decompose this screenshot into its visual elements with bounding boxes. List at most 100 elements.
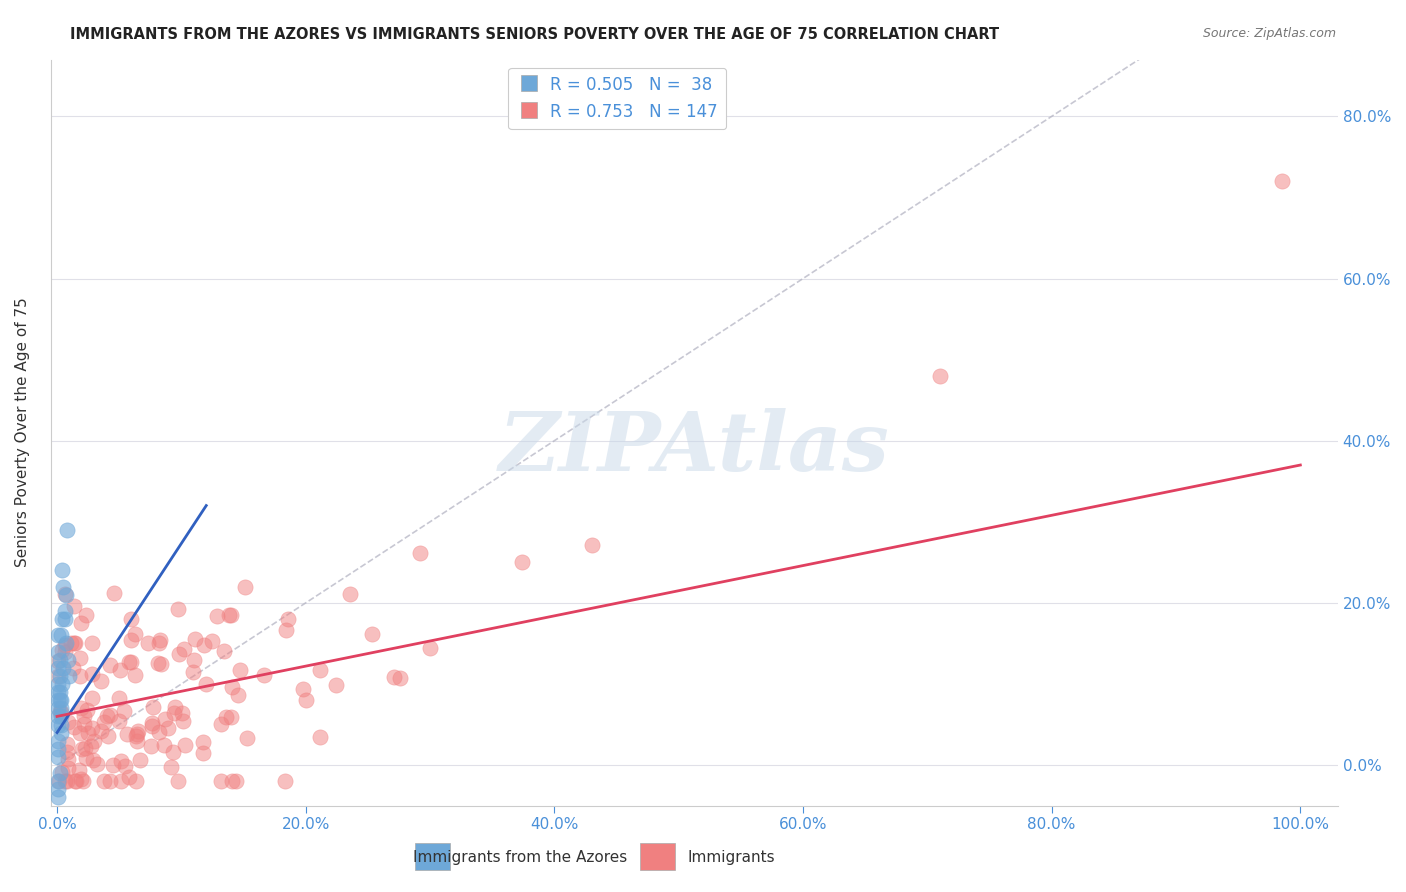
Point: [183, 653, 205, 667]
Point: [72, 774, 94, 789]
Point: [46, 741, 69, 756]
Point: [581, 539, 603, 553]
Point: [48, 653, 70, 667]
Point: [103, 586, 125, 600]
Point: [214, 710, 236, 724]
Point: [160, 759, 183, 773]
Point: [48, 774, 70, 789]
Point: [49, 725, 72, 739]
Point: [207, 608, 229, 623]
Point: [60, 636, 83, 650]
Point: [225, 774, 247, 789]
Point: [221, 680, 243, 694]
Point: [53, 587, 76, 601]
Point: [142, 699, 165, 714]
Point: [195, 677, 218, 691]
Point: [166, 774, 188, 789]
Point: [73, 708, 96, 723]
Point: [76, 703, 98, 717]
Point: [141, 715, 163, 730]
Point: [73, 717, 96, 731]
Point: [127, 733, 149, 747]
Point: [51, 612, 73, 626]
Point: [56, 745, 79, 759]
Point: [98, 658, 121, 673]
Point: [125, 774, 148, 789]
Point: [212, 643, 235, 657]
Point: [51, 765, 73, 780]
Point: [63, 636, 86, 650]
Point: [276, 623, 298, 637]
Point: [46, 717, 69, 731]
Point: [98, 708, 121, 723]
Point: [49, 717, 72, 731]
Point: [419, 641, 441, 656]
Point: [218, 607, 240, 622]
Point: [277, 612, 299, 626]
Point: [226, 688, 249, 702]
Point: [510, 555, 533, 569]
Point: [253, 667, 276, 681]
Point: [55, 588, 77, 602]
Point: [149, 657, 172, 672]
Point: [172, 714, 194, 728]
Point: [65, 774, 87, 789]
Point: [46, 782, 69, 797]
Point: [69, 772, 91, 786]
Point: [49, 701, 72, 715]
Point: [162, 745, 184, 759]
Point: [55, 636, 77, 650]
Point: [46, 654, 69, 668]
Point: [117, 727, 139, 741]
Point: [152, 738, 174, 752]
Bar: [415, 843, 450, 870]
Point: [108, 691, 131, 706]
Point: [75, 607, 97, 622]
Point: [48, 685, 70, 699]
Point: [229, 663, 252, 677]
Point: [139, 739, 162, 753]
Point: [76, 726, 98, 740]
Point: [112, 705, 135, 719]
Point: [69, 616, 91, 631]
Point: [48, 766, 70, 780]
Point: [382, 670, 405, 684]
Point: [52, 661, 75, 675]
Point: [67, 763, 90, 777]
Point: [56, 752, 79, 766]
Point: [108, 663, 131, 677]
Point: [295, 693, 318, 707]
Point: [173, 641, 195, 656]
Point: [309, 730, 332, 744]
Point: [120, 612, 142, 626]
Point: [51, 642, 73, 657]
Point: [82, 722, 104, 736]
Point: [120, 656, 142, 670]
Point: [56, 523, 79, 537]
Bar: [640, 843, 675, 870]
Point: [70, 742, 93, 756]
Point: [90, 724, 112, 739]
Point: [309, 663, 332, 677]
Point: [82, 636, 104, 650]
Text: ZIPAtlas: ZIPAtlas: [499, 408, 890, 488]
Point: [93, 774, 115, 789]
Point: [146, 656, 169, 670]
Point: [58, 714, 80, 729]
Point: [56, 738, 79, 752]
Point: [46, 709, 69, 723]
Point: [83, 734, 105, 748]
Point: [209, 717, 232, 731]
Point: [49, 709, 72, 723]
Point: [361, 626, 384, 640]
Point: [46, 669, 69, 683]
Text: Immigrants from the Azores: Immigrants from the Azores: [413, 850, 627, 865]
Text: Source: ZipAtlas.com: Source: ZipAtlas.com: [1202, 27, 1336, 40]
Point: [97, 729, 120, 743]
Point: [103, 758, 125, 772]
Point: [174, 738, 197, 752]
Point: [82, 667, 104, 681]
Point: [53, 644, 76, 658]
Point: [120, 633, 142, 648]
Point: [63, 599, 86, 614]
